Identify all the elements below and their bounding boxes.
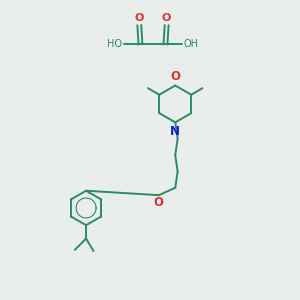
Text: OH: OH: [184, 40, 199, 50]
Text: HO: HO: [107, 40, 122, 50]
Text: O: O: [170, 70, 180, 83]
Text: O: O: [162, 13, 171, 23]
Text: O: O: [153, 196, 163, 209]
Text: N: N: [170, 125, 180, 138]
Text: O: O: [135, 13, 144, 23]
